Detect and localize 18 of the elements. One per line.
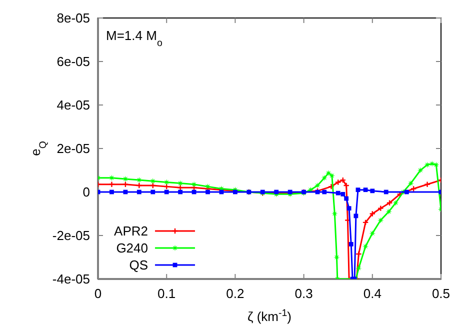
x-tick-label: 0.4 [363, 286, 382, 301]
legend-label: QS [129, 258, 148, 273]
x-tick-label: 0.2 [226, 286, 244, 301]
y-tick-label: 8e-05 [56, 10, 90, 26]
x-tick-label: 0.1 [158, 286, 176, 301]
legend-label: G240 [116, 240, 148, 256]
y-tick-label: 2e-05 [56, 141, 90, 156]
x-tick-label: 0 [94, 286, 102, 301]
legend-label: APR2 [114, 224, 148, 239]
x-tick-label: 0.3 [294, 286, 313, 301]
annotation: M=1.4 M$_{o}$ [106, 28, 163, 48]
y-tick-label: -2e-05 [52, 228, 90, 244]
y-tick-label: 6e-05 [56, 54, 90, 70]
x-axis-title: ζ (km$^{-1}$) [247, 308, 292, 324]
y-tick-label: 4e-05 [56, 98, 90, 113]
x-tick-label: 0.5 [432, 286, 450, 301]
y-tick-label: -4e-05 [52, 272, 90, 287]
y-tick-label: 0 [82, 184, 90, 200]
